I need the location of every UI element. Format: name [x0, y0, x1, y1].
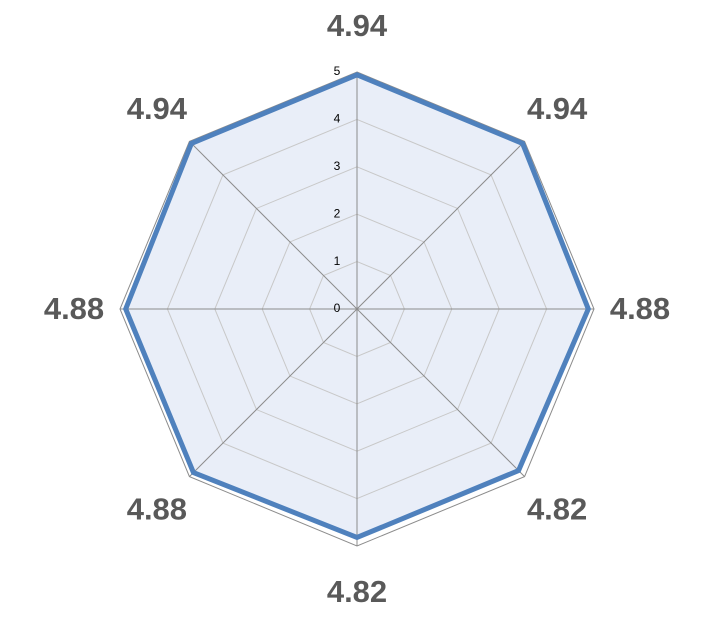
spoke	[189, 141, 358, 310]
r-tick-label: 0	[334, 301, 341, 315]
data-label: 4.94	[127, 91, 188, 126]
data-label: 4.82	[527, 491, 587, 526]
r-tick-label: 4	[334, 112, 341, 126]
data-label: 4.88	[610, 291, 670, 326]
spoke	[356, 141, 525, 310]
r-tick-label: 2	[334, 206, 341, 220]
r-tick-label: 1	[334, 254, 341, 268]
spoke	[189, 308, 358, 477]
series-line	[122, 72, 592, 541]
data-label: 4.94	[327, 8, 388, 43]
data-label: 4.94	[527, 91, 588, 126]
spoke	[356, 308, 525, 477]
data-label: 4.82	[327, 574, 387, 609]
r-tick-label: 3	[334, 159, 341, 173]
r-tick-label: 5	[334, 64, 341, 78]
data-label: 4.88	[127, 491, 187, 526]
data-label: 4.88	[44, 291, 104, 326]
